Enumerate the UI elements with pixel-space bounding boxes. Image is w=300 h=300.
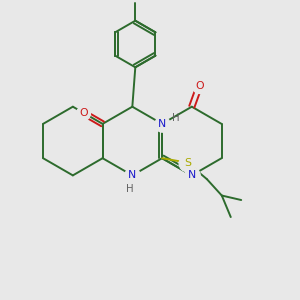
Text: O: O xyxy=(195,81,204,91)
Text: N: N xyxy=(128,170,136,180)
Text: S: S xyxy=(184,158,191,168)
Text: H: H xyxy=(172,113,179,123)
Text: H: H xyxy=(125,184,133,194)
Text: N: N xyxy=(158,119,166,129)
Text: O: O xyxy=(79,108,88,118)
Text: N: N xyxy=(188,170,196,180)
